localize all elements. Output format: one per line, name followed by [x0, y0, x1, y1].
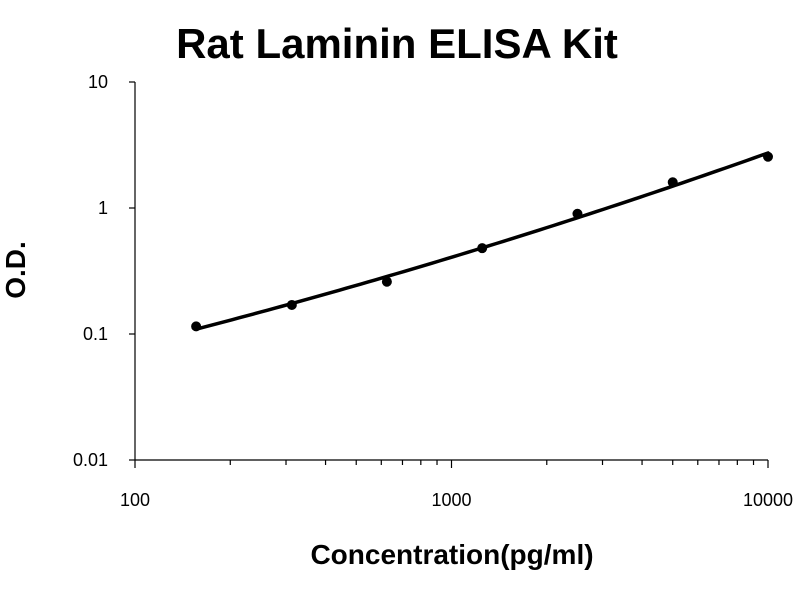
y-tick-label: 0.1: [83, 324, 108, 344]
data-point: [286, 299, 297, 310]
chart-title: Rat Laminin ELISA Kit: [176, 20, 618, 67]
y-tick-label: 1: [98, 198, 108, 218]
y-tick-label: 10: [88, 72, 108, 92]
y-axis-ticks: [129, 81, 135, 461]
data-point: [572, 208, 583, 219]
x-tick-label: 10000: [743, 490, 793, 510]
plot-area: 10 1 0.1 0.01 100 1000 10000: [73, 72, 793, 510]
data-point: [763, 151, 773, 162]
data-points: [191, 151, 773, 332]
data-point: [667, 177, 678, 188]
y-axis-title: O.D.: [0, 241, 31, 299]
data-point: [191, 321, 202, 332]
data-point: [477, 243, 488, 254]
standard-curve-line: [194, 151, 770, 331]
x-tick-label: 100: [120, 490, 150, 510]
x-axis-tick-labels: 100 1000 10000: [120, 490, 793, 510]
x-tick-label: 1000: [431, 490, 471, 510]
data-point: [381, 276, 392, 287]
y-tick-label: 0.01: [73, 450, 108, 470]
x-axis-ticks: [134, 460, 769, 468]
x-axis-title: Concentration(pg/ml): [310, 539, 593, 570]
y-axis-tick-labels: 10 1 0.1 0.01: [73, 72, 108, 470]
